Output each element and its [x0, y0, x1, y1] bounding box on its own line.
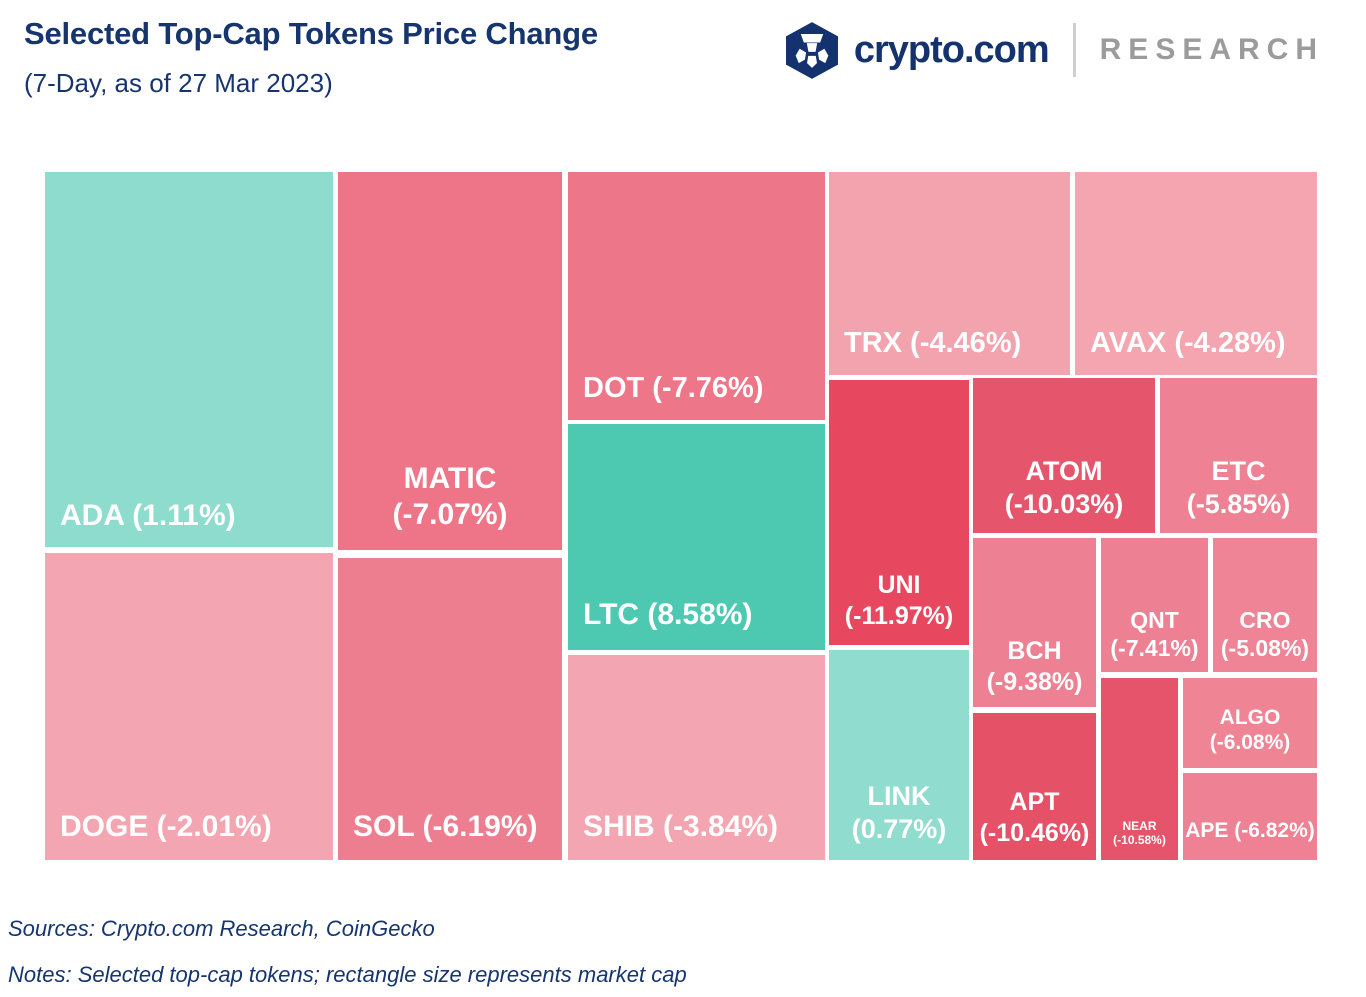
treemap-cell-label: SOL (-6.19%) [353, 810, 538, 844]
treemap-cell-trx: TRX (-4.46%) [829, 172, 1070, 375]
treemap-cell-ltc: LTC (8.58%) [568, 424, 825, 650]
treemap-cell-shib: SHIB (-3.84%) [568, 655, 825, 860]
treemap-cell-label: DOGE (-2.01%) [60, 810, 272, 844]
treemap-cell-label: BCH (-9.38%) [986, 637, 1083, 696]
treemap-cell-link: LINK (0.77%) [829, 650, 969, 860]
treemap-cell-label: ALGO (-6.08%) [1209, 705, 1291, 755]
treemap-cell-bch: BCH (-9.38%) [973, 538, 1096, 707]
brand-research-label: RESEARCH [1099, 33, 1324, 66]
footer-notes: Sources: Crypto.com Research, CoinGecko … [8, 916, 687, 988]
treemap-cell-matic: MATIC (-7.07%) [338, 172, 562, 550]
treemap-cell-cro: CRO (-5.08%) [1213, 538, 1317, 672]
treemap-cell-dot: DOT (-7.76%) [568, 172, 825, 420]
brand-divider [1072, 23, 1076, 77]
treemap-cell-qnt: QNT (-7.41%) [1101, 538, 1208, 672]
treemap-cell-near: NEAR (-10.58%) [1101, 678, 1178, 860]
treemap-cell-label: LINK (0.77%) [851, 781, 947, 845]
treemap-cell-label: LTC (8.58%) [583, 598, 753, 632]
treemap-cell-ada: ADA (1.11%) [45, 172, 333, 547]
treemap-cell-label: ATOM (-10.03%) [1004, 456, 1124, 520]
treemap-cell-label: APT (-10.46%) [979, 788, 1090, 847]
treemap-cell-sol: SOL (-6.19%) [338, 558, 562, 860]
brand-name: crypto.com [853, 28, 1050, 71]
treemap-cell-label: QNT (-7.41%) [1110, 606, 1199, 661]
treemap-cell-label: AVAX (-4.28%) [1090, 326, 1286, 359]
treemap-cell-apt: APT (-10.46%) [973, 713, 1096, 860]
treemap-cell-label: CRO (-5.08%) [1220, 606, 1310, 661]
treemap-cell-label: ADA (1.11%) [60, 499, 236, 533]
brand-lockup: crypto.com RESEARCH [785, 18, 1324, 82]
treemap-cell-doge: DOGE (-2.01%) [45, 553, 333, 860]
treemap-cell-label: UNI (-11.97%) [844, 571, 954, 630]
treemap-cell-label: DOT (-7.76%) [583, 371, 764, 404]
treemap-cell-label: NEAR (-10.58%) [1113, 818, 1166, 848]
treemap-cell-uni: UNI (-11.97%) [829, 380, 969, 645]
treemap-cell-etc: ETC (-5.85%) [1160, 378, 1317, 533]
page-title: Selected Top-Cap Tokens Price Change [24, 16, 598, 51]
treemap-cell-atom: ATOM (-10.03%) [973, 378, 1155, 533]
crypto-com-logo-icon [785, 21, 838, 79]
treemap-cell-label: ETC (-5.85%) [1186, 456, 1291, 520]
treemap-chart: ADA (1.11%) DOGE (-2.01%) MATIC (-7.07%) SOL… [45, 172, 1317, 860]
treemap-cell-ape: APE (-6.82%) [1183, 773, 1317, 860]
treemap-cell-avax: AVAX (-4.28%) [1075, 172, 1317, 375]
page-subtitle: (7-Day, as of 27 Mar 2023) [24, 68, 333, 98]
title-block: Selected Top-Cap Tokens Price Change (7-… [24, 16, 598, 99]
sources-line: Sources: Crypto.com Research, CoinGecko [8, 916, 435, 941]
treemap-cell-label: APE (-6.82%) [1185, 819, 1315, 843]
treemap-cell-algo: ALGO (-6.08%) [1183, 678, 1317, 768]
notes-line: Notes: Selected top-cap tokens; rectangl… [8, 962, 687, 987]
treemap-cell-label: TRX (-4.46%) [844, 326, 1022, 359]
treemap-cell-label: SHIB (-3.84%) [583, 810, 779, 844]
treemap-cell-label: MATIC (-7.07%) [392, 461, 508, 532]
